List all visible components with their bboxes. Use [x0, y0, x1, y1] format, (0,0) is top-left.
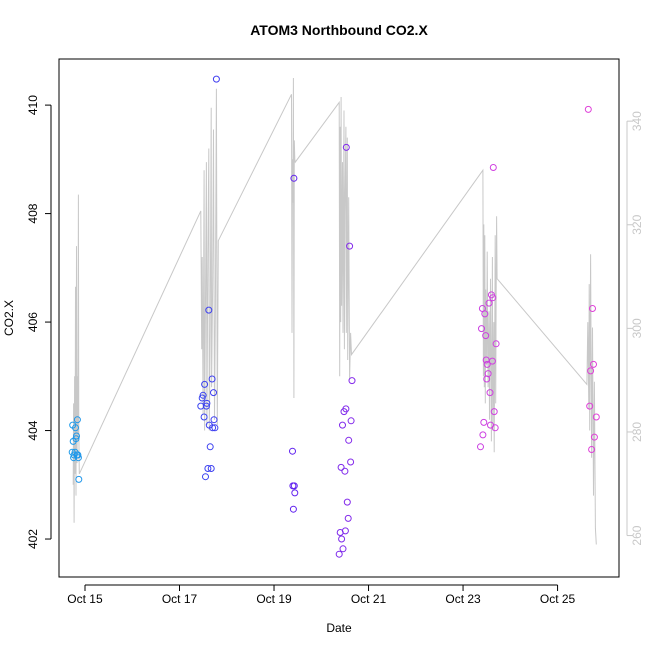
data-point-22	[204, 465, 212, 472]
data-point-41	[337, 463, 345, 471]
data-point-32	[212, 75, 220, 83]
data-point-72	[488, 357, 496, 365]
y2-tick-label-3: 320	[630, 214, 644, 234]
point-series-layer	[68, 75, 600, 558]
data-point-49	[342, 143, 350, 151]
data-point-52	[345, 436, 353, 444]
data-point-51	[344, 514, 352, 522]
data-point-11	[74, 451, 82, 459]
data-point-79	[586, 402, 594, 410]
data-point-19	[202, 473, 209, 481]
data-point-75	[490, 408, 498, 416]
y2-tick-label-1: 280	[630, 422, 644, 442]
data-point-18	[201, 380, 209, 388]
data-point-35	[289, 505, 297, 513]
y-axis-label: CO2.X	[2, 300, 16, 336]
data-point-66	[483, 360, 491, 368]
data-point-77	[492, 340, 500, 348]
data-point-17	[200, 413, 208, 421]
data-point-80	[587, 367, 595, 375]
data-point-58	[478, 325, 485, 333]
data-point-38	[291, 489, 299, 497]
data-point-23	[205, 306, 213, 314]
line-series-layer	[72, 77, 597, 545]
data-point-27	[208, 375, 216, 383]
data-point-54	[347, 458, 355, 466]
data-point-8	[73, 432, 80, 440]
y-tick-label-1: 404	[26, 420, 40, 440]
data-point-73	[489, 294, 497, 302]
data-point-46	[341, 467, 349, 475]
x-axis-label: Date	[326, 621, 352, 635]
x-tick-label-0: Oct 15	[67, 592, 103, 606]
data-point-50	[343, 498, 351, 506]
x-tick-label-1: Oct 17	[162, 592, 198, 606]
data-point-48	[342, 405, 350, 413]
data-point-7	[72, 435, 80, 443]
data-point-10	[73, 416, 81, 424]
data-point-39	[335, 550, 343, 558]
y2-tick-label-0: 260	[630, 525, 644, 545]
y-tick-label-0: 402	[26, 529, 40, 549]
data-point-36	[290, 174, 298, 182]
data-point-68	[485, 299, 493, 307]
data-point-63	[482, 332, 490, 340]
data-point-82	[589, 305, 596, 312]
data-point-28	[209, 424, 217, 432]
data-point-62	[481, 310, 489, 318]
data-point-57	[477, 443, 484, 451]
axes-layer: Oct 15 Oct 17 Oct 19 Oct 21 Oct 23 Oct 25 402 4…	[26, 95, 644, 606]
data-point-84	[590, 433, 598, 441]
data-point-43	[339, 421, 346, 429]
y-tick-label-4: 410	[26, 95, 40, 115]
data-point-53	[346, 242, 354, 250]
x-tick-label-5: Oct 25	[540, 592, 576, 606]
data-point-33	[289, 447, 296, 455]
data-point-42	[338, 535, 346, 543]
x-tick-label-4: Oct 23	[445, 592, 481, 606]
data-point-85	[592, 413, 600, 421]
data-point-47	[341, 527, 349, 535]
plot-frame	[58, 58, 620, 578]
data-point-13	[75, 475, 83, 483]
data-point-61	[480, 418, 488, 426]
data-point-78	[584, 105, 592, 113]
data-point-31	[211, 424, 219, 432]
data-point-44	[339, 545, 347, 553]
y-tick-label-3: 408	[26, 203, 40, 223]
data-point-20	[202, 402, 210, 410]
y2-tick-label-2: 300	[630, 318, 644, 338]
data-point-21	[203, 399, 211, 407]
data-point-56	[348, 377, 356, 385]
data-point-26	[207, 465, 215, 472]
data-point-25	[206, 443, 214, 451]
data-point-60	[479, 431, 487, 439]
data-point-67	[484, 370, 492, 378]
data-point-37	[290, 482, 298, 490]
data-point-69	[486, 389, 494, 397]
chart-title: ATOM3 Northbound CO2.X	[250, 22, 428, 38]
line-series-path	[72, 77, 597, 545]
data-point-76	[491, 424, 499, 432]
y-tick-label-2: 406	[26, 312, 40, 332]
x-tick-label-2: Oct 19	[256, 592, 292, 606]
y2-tick-label-4: 340	[630, 111, 644, 131]
data-point-81	[588, 446, 596, 453]
data-point-16	[199, 391, 207, 399]
data-point-74	[489, 164, 497, 171]
data-point-30	[210, 416, 218, 424]
data-point-83	[590, 360, 597, 368]
x-tick-label-3: Oct 21	[351, 592, 387, 606]
data-point-29	[210, 389, 217, 397]
data-point-6	[72, 424, 79, 432]
data-point-12	[74, 454, 82, 462]
data-point-55	[347, 417, 355, 425]
